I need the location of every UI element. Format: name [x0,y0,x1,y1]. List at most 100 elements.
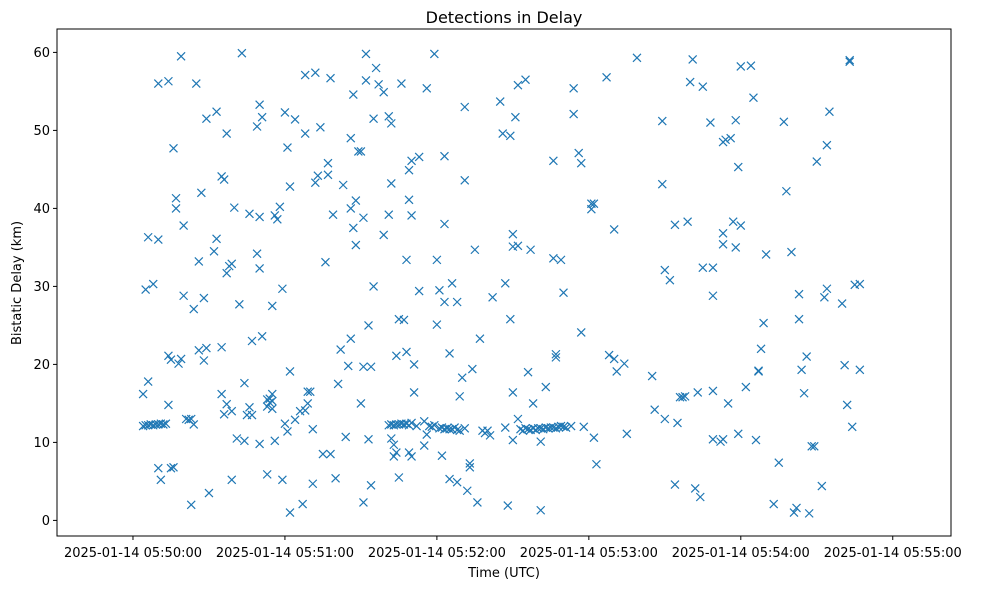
data-point [505,314,515,324]
data-point [386,434,396,443]
data-point [434,285,444,295]
data-point [440,219,449,229]
data-point [138,389,148,399]
data-point [285,366,295,376]
data-point [660,265,670,275]
data-point [589,433,599,443]
data-point [280,108,290,117]
data-point [422,430,432,440]
data-point [171,193,181,203]
data-point [359,362,368,372]
data-point [356,398,366,408]
data-point [837,299,847,308]
chart-title: Detections in Delay [426,8,583,27]
data-point [592,459,601,469]
data-point [526,245,536,255]
data-point [234,299,244,309]
data-point [718,239,728,249]
data-point [751,435,761,445]
data-point [399,315,409,325]
data-point [483,426,492,436]
data-point [460,175,470,185]
data-point [551,423,561,433]
data-point [840,360,850,370]
data-point [369,281,378,291]
data-point [189,420,199,429]
data-point [508,435,518,445]
data-point [143,377,153,386]
data-point [366,362,376,372]
data-point [404,165,414,175]
data-point [559,422,568,432]
data-point [576,158,586,168]
data-point [561,423,571,433]
data-point [283,143,292,152]
data-point [688,54,698,64]
data-point [556,421,566,431]
data-point [285,508,295,518]
data-point [498,129,508,138]
data-point [731,115,741,125]
data-point [779,117,789,127]
data-point [361,49,371,59]
data-point [695,492,705,502]
data-point [736,221,746,230]
data-point [505,131,515,141]
data-point [158,420,168,429]
data-point [336,345,346,355]
data-point [343,361,353,371]
data-point [212,234,221,244]
y-tick-label: 30 [33,280,50,295]
data-point [257,112,267,122]
data-point [161,419,171,429]
data-point [318,449,328,459]
data-point [290,115,300,124]
data-point [386,179,396,188]
data-point [579,422,589,432]
data-point [402,255,411,265]
data-point [391,448,401,457]
data-point [148,279,158,289]
data-point [698,263,708,273]
x-tick-label: 2025-01-14 05:51:00 [216,546,354,561]
data-point [338,180,348,190]
data-point [726,133,736,143]
data-point [270,210,280,220]
data-point [470,245,480,255]
data-point [404,195,414,205]
data-point [323,170,333,180]
data-point [272,214,282,224]
data-point [609,225,619,234]
data-point [576,327,586,337]
data-point [622,429,632,439]
data-point [845,55,855,65]
data-point [718,434,728,444]
data-point [589,199,599,209]
data-point [741,382,751,392]
data-point [455,426,465,436]
data-point [569,109,579,119]
data-point [191,79,201,89]
data-point [731,242,741,252]
data-point [842,400,852,410]
data-point [437,451,447,461]
data-point [283,427,292,436]
data-point [303,387,313,397]
data-point [379,87,389,97]
data-point [262,469,272,479]
y-axis-ticks: 0 10 20 30 40 50 60 [33,46,57,529]
data-point [452,425,462,435]
plot-frame [56,28,952,537]
data-point [153,463,163,473]
data-point [817,481,827,491]
data-point [510,112,520,122]
data-point [488,292,498,302]
data-point [457,373,467,383]
data-point [802,352,812,362]
data-point [521,423,530,433]
data-point [386,118,396,128]
data-point [169,462,178,472]
data-point [495,97,505,106]
data-point [647,371,657,381]
data-point [194,257,204,266]
